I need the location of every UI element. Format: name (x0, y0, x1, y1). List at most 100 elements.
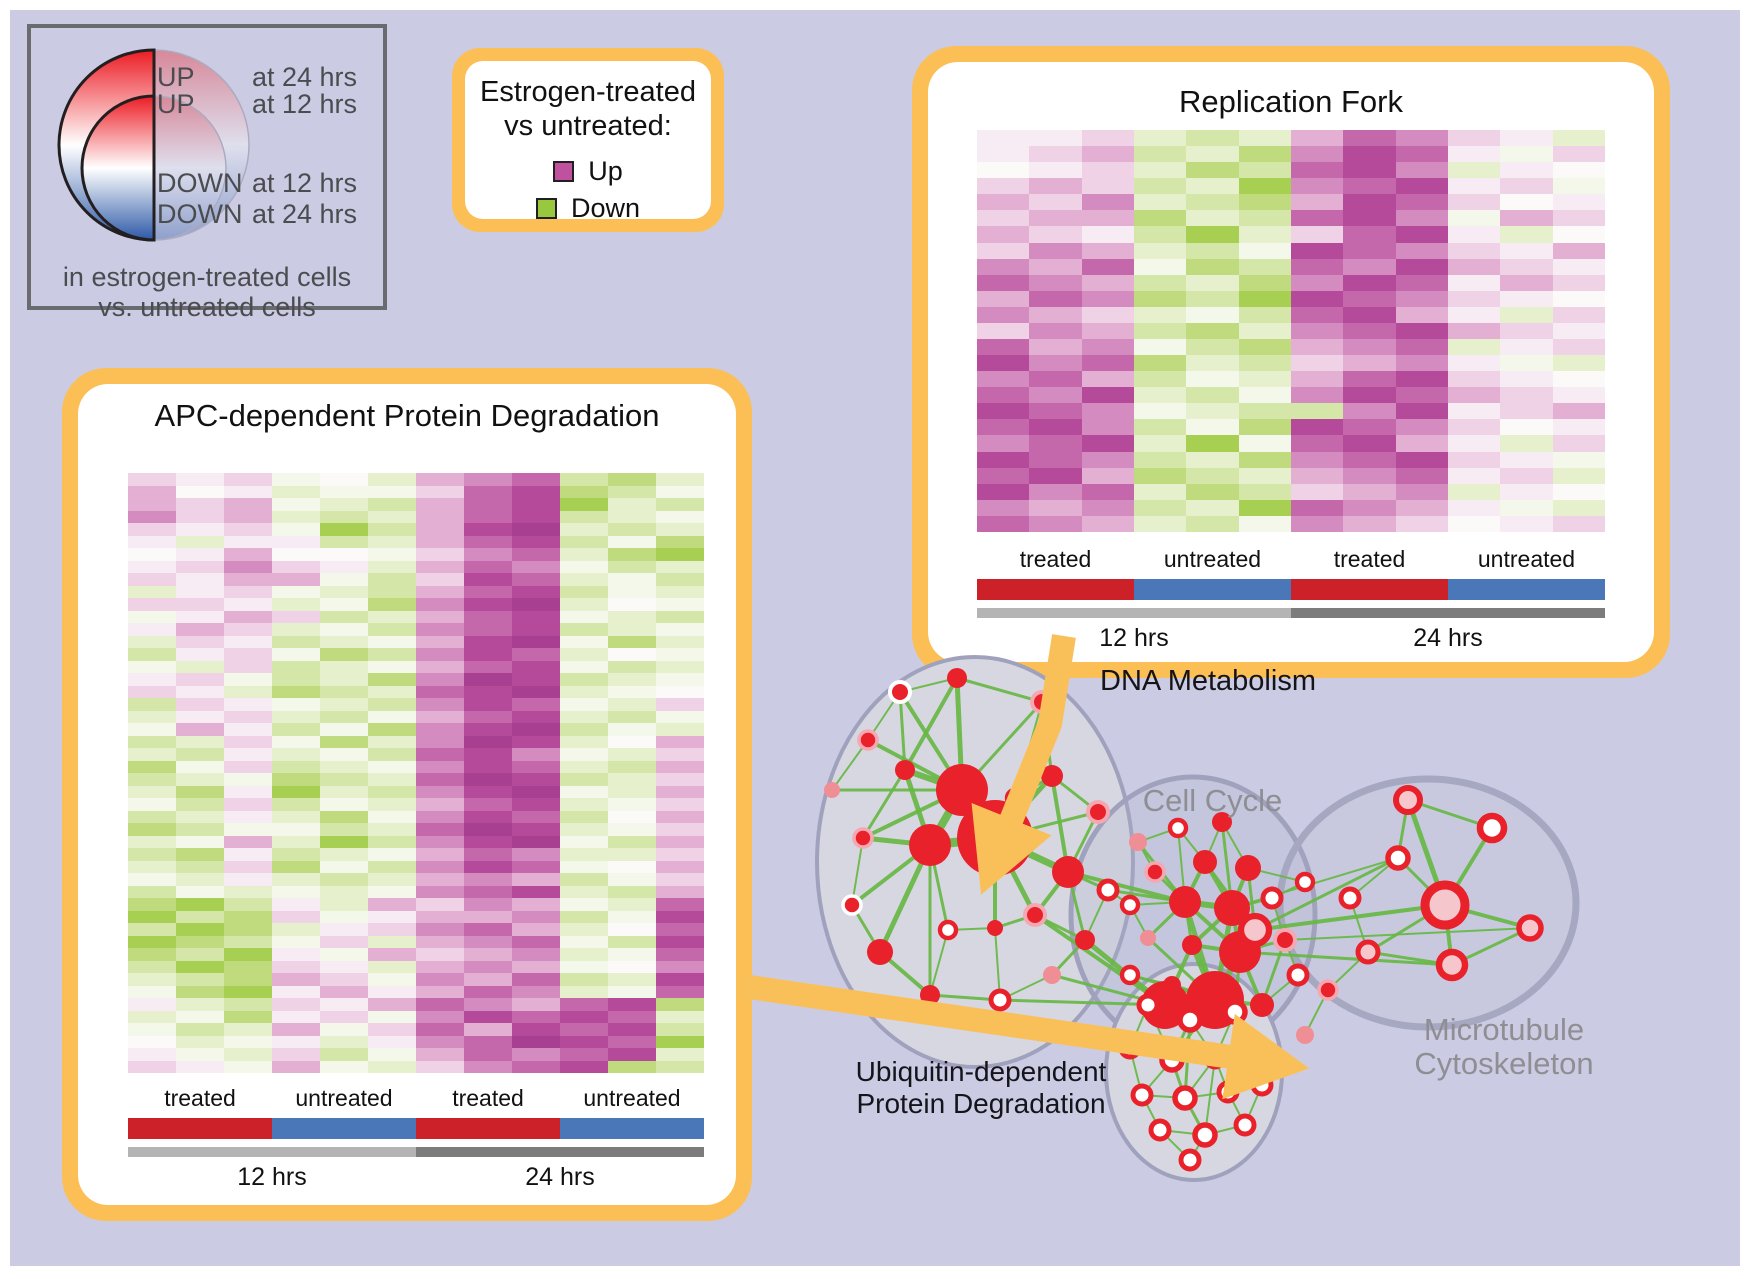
heatmap-cell (368, 735, 416, 748)
heatmap-cell (1133, 435, 1187, 452)
heatmap-cell (128, 648, 176, 661)
heatmap-cell (608, 485, 656, 498)
heatmap-cell (416, 985, 464, 998)
heatmap-cell (512, 673, 560, 686)
heatmap-cell (1395, 371, 1448, 388)
heatmap-cell (1290, 130, 1344, 147)
heatmap-cell (272, 473, 320, 486)
heatmap-cell (1343, 290, 1396, 307)
heatmap-cell (416, 723, 464, 736)
heatmap-cell (176, 548, 224, 561)
heatmap-cell (1029, 290, 1082, 307)
heatmap-cell (464, 623, 512, 636)
heatmap-cell (320, 623, 368, 636)
heatmap-cell (368, 723, 416, 736)
heatmap-cell (1081, 499, 1134, 516)
heatmap-cell (1133, 162, 1187, 179)
heatmap-cell (977, 306, 1030, 323)
rf-condition-bar (977, 579, 1605, 600)
heatmap-cell (608, 835, 656, 848)
heatmap-cell (512, 698, 560, 711)
heatmap-cell (1395, 258, 1448, 275)
heatmap-cell (368, 873, 416, 886)
heatmap-cell (1186, 226, 1239, 243)
heatmap-cell (320, 985, 368, 998)
heatmap-cell (1500, 355, 1553, 372)
heatmap-cell (464, 848, 512, 861)
heatmap-cell (224, 1048, 272, 1061)
group-label-untreated: untreated (295, 1085, 393, 1111)
heatmap-cell (416, 760, 464, 773)
heatmap-cell (128, 785, 176, 798)
heatmap-cell (512, 560, 560, 573)
heatmap-cell (1290, 146, 1344, 163)
heatmap-cell (1238, 355, 1291, 372)
heatmap-cell (977, 355, 1030, 372)
heatmap-cell (128, 960, 176, 973)
heatmap-cell (1081, 306, 1134, 323)
heatmap-cell (464, 598, 512, 611)
heatmap-cell (1029, 483, 1082, 500)
heatmap-cell (464, 710, 512, 723)
heatmap-cell (656, 473, 704, 486)
heatmap-cell (1500, 258, 1553, 275)
legend-item-up: Up (465, 153, 711, 190)
heatmap-cell (416, 623, 464, 636)
heatmap-cell (1186, 258, 1239, 275)
heatmap-cell (272, 585, 320, 598)
heatmap-cell (1081, 290, 1134, 307)
apc-panel-title: APC-dependent Protein Degradation (154, 398, 660, 433)
heatmap-cell (1343, 387, 1396, 404)
ring-caption-line2: vs. untreated cells (98, 292, 316, 322)
heatmap-row (128, 935, 704, 948)
heatmap-cell (176, 773, 224, 786)
heatmap-cell (1081, 226, 1134, 243)
heatmap-cell (608, 535, 656, 548)
heatmap-cell (560, 498, 608, 511)
heatmap-cell (128, 723, 176, 736)
rf-time-label-24: 24 hrs (1413, 624, 1483, 652)
heatmap-cell (368, 798, 416, 811)
heatmap-cell (1500, 515, 1553, 532)
heatmap-cell (320, 923, 368, 936)
ring-time-up-12: at 12 hrs (251, 89, 357, 119)
heatmap-row (128, 948, 704, 961)
cluster-label-ubiquitin: Ubiquitin-dependent Protein Degradation (845, 1056, 1117, 1120)
heatmap-cell (128, 998, 176, 1011)
heatmap-cell (464, 485, 512, 498)
heatmap-cell (1447, 290, 1501, 307)
heatmap-cell (1500, 242, 1553, 259)
heatmap-cell (977, 226, 1030, 243)
heatmap-cell (1500, 483, 1553, 500)
heatmap-cell (608, 473, 656, 486)
heatmap-cell (368, 960, 416, 973)
heatmap-row (128, 548, 704, 561)
heatmap-cell (512, 935, 560, 948)
replication-fork-panel: Replication Fork treated untreated treated… (912, 46, 1670, 678)
heatmap-cell (224, 685, 272, 698)
heatmap-cell (512, 798, 560, 811)
heatmap-cell (560, 610, 608, 623)
heatmap-cell (176, 498, 224, 511)
heatmap-cell (368, 823, 416, 836)
heatmap-cell (176, 598, 224, 611)
ring-label-up-24: UP (157, 62, 195, 92)
legend-item-down: Down (465, 190, 711, 227)
heatmap-cell (128, 885, 176, 898)
heatmap-cell (224, 823, 272, 836)
heatmap-cell (320, 973, 368, 986)
heatmap-cell (368, 748, 416, 761)
heatmap-row (977, 146, 1605, 163)
heatmap-cell (1133, 210, 1187, 227)
heatmap-cell (512, 760, 560, 773)
heatmap-cell (656, 535, 704, 548)
heatmap-cell (368, 760, 416, 773)
heatmap-cell (416, 948, 464, 961)
heatmap-cell (128, 760, 176, 773)
heatmap-cell (320, 510, 368, 523)
ring-label-down-12: DOWN (157, 168, 243, 198)
heatmap-cell (977, 467, 1030, 484)
heatmap-cell (656, 510, 704, 523)
heatmap-cell (1133, 515, 1187, 532)
heatmap-cell (1447, 483, 1501, 500)
